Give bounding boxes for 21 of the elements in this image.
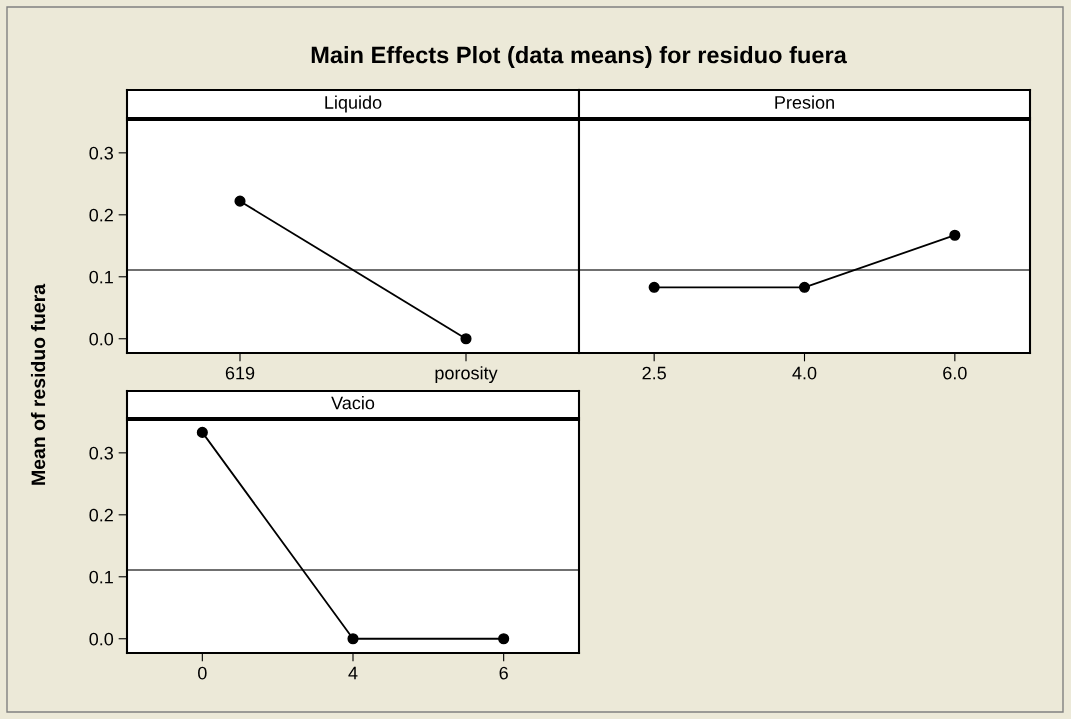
x-tick-label: 4 (348, 666, 358, 680)
y-tick-label: 0.0 (89, 332, 114, 346)
chart-subtitle: Vacio (331, 396, 375, 410)
x-tick-label: 6.0 (943, 366, 967, 380)
x-tick-label: 0 (198, 666, 207, 680)
chart-subtitle: Presion (775, 95, 834, 109)
x-tick-label: 2.5 (642, 366, 666, 380)
y-tick-label: 0.1 (89, 270, 113, 284)
chart-subtitle: Liquido (325, 95, 382, 113)
y-axis-title: Mean of residuo fuera (30, 283, 46, 485)
y-tick-label: 0.2 (89, 208, 113, 222)
chart-title: Main Effects Plot (data means) for residuo fuera (311, 46, 847, 68)
y-tick-label: 0.1 (89, 570, 113, 584)
y-tick-label: 0.0 (89, 632, 114, 646)
y-tick-label: 0.2 (89, 508, 113, 522)
y-tick-label: 0.3 (89, 146, 114, 160)
x-tick-label: porosity (435, 366, 498, 384)
y-tick-label: 0.3 (89, 446, 114, 460)
x-tick-label: 619 (225, 366, 255, 380)
x-tick-label: 4.0 (792, 366, 817, 380)
x-tick-label: 6 (499, 666, 508, 680)
